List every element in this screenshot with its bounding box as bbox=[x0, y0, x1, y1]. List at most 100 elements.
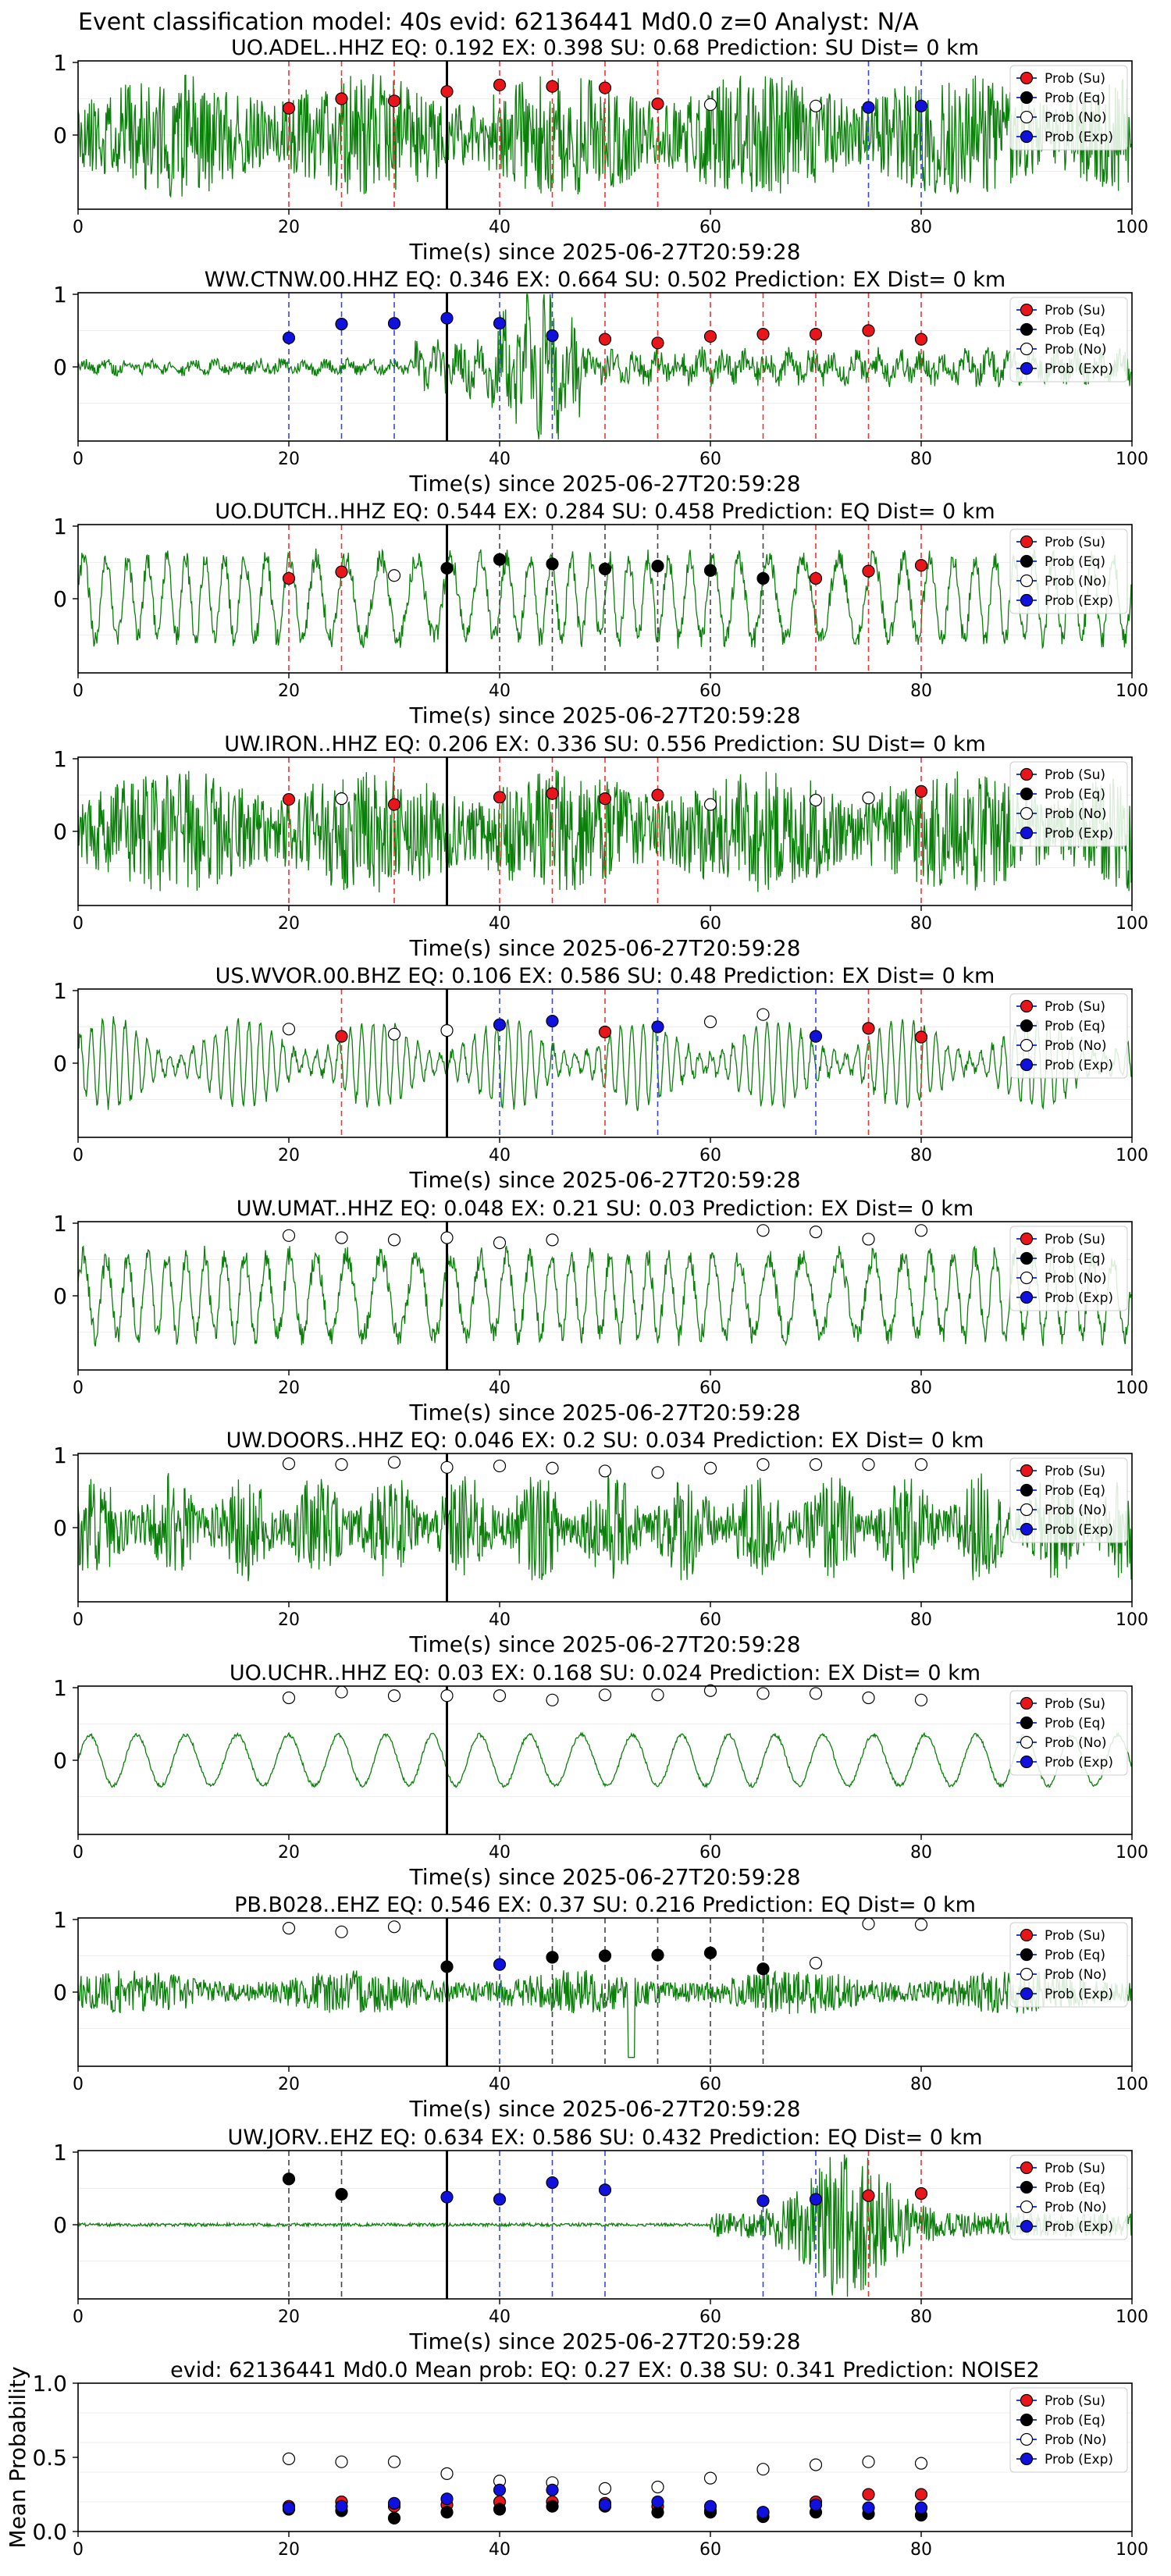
legend-marker-su bbox=[1021, 2395, 1033, 2407]
legend-marker-su bbox=[1021, 304, 1033, 316]
prob-marker-no bbox=[810, 795, 822, 806]
legend-marker-exp bbox=[1021, 2453, 1033, 2465]
legend-marker-eq bbox=[1021, 2414, 1033, 2426]
legend-marker-su bbox=[1021, 1698, 1033, 1710]
legend-label-eq: Prob (Eq) bbox=[1045, 2180, 1105, 2196]
prob-marker-eq bbox=[283, 2173, 295, 2185]
legend-label-su: Prob (Su) bbox=[1045, 2393, 1105, 2409]
legend-marker-exp bbox=[1021, 131, 1033, 143]
y-tick-label: 1 bbox=[53, 978, 67, 1004]
x-tick-label: 40 bbox=[489, 681, 511, 701]
legend-label-su: Prob (Su) bbox=[1045, 1696, 1105, 1712]
legend-label-su: Prob (Su) bbox=[1045, 1232, 1105, 1247]
prob-marker-su bbox=[336, 566, 347, 578]
legend-label-su: Prob (Su) bbox=[1045, 1464, 1105, 1479]
legend-marker-exp bbox=[1021, 363, 1033, 375]
legend-label-no: Prob (No) bbox=[1045, 1503, 1107, 1518]
prob-marker-exp bbox=[863, 101, 874, 113]
mean-marker-no bbox=[283, 2453, 295, 2464]
legend-marker-eq bbox=[1021, 1020, 1033, 1032]
x-tick-label: 100 bbox=[1116, 1146, 1148, 1165]
prob-marker-su bbox=[916, 560, 927, 571]
prob-marker-eq bbox=[652, 1949, 664, 1961]
legend-marker-su bbox=[1021, 73, 1033, 84]
x-tick-label: 40 bbox=[489, 1610, 511, 1630]
mean-marker-su bbox=[916, 2489, 927, 2500]
prob-marker-su bbox=[546, 80, 558, 92]
prob-marker-exp bbox=[757, 2195, 769, 2207]
mean-marker-exp bbox=[705, 2500, 717, 2512]
y-tick-label: 0 bbox=[53, 123, 67, 148]
prob-marker-su bbox=[283, 794, 295, 806]
legend-marker-eq bbox=[1021, 788, 1033, 800]
prob-marker-no bbox=[652, 1467, 664, 1478]
prob-marker-no bbox=[757, 1459, 769, 1471]
x-tick-label: 20 bbox=[278, 914, 300, 934]
y-tick-label: 1 bbox=[53, 1675, 67, 1701]
x-tick-label: 0 bbox=[73, 1843, 84, 1863]
mean-marker-exp bbox=[389, 2497, 400, 2509]
prob-marker-su bbox=[705, 330, 717, 342]
legend-marker-exp bbox=[1021, 1524, 1033, 1535]
x-tick-label: 40 bbox=[489, 2540, 511, 2560]
prob-marker-no bbox=[757, 1225, 769, 1236]
prob-marker-no bbox=[336, 1926, 347, 1937]
panel-title: US.WVOR.00.BHZ EQ: 0.106 EX: 0.586 SU: 0… bbox=[215, 964, 995, 988]
legend-label-no: Prob (No) bbox=[1045, 1967, 1107, 1983]
prob-marker-su bbox=[916, 333, 927, 345]
x-tick-label: 60 bbox=[699, 218, 721, 237]
station-panel-10: UW.JORV..EHZ EQ: 0.634 EX: 0.586 SU: 0.4… bbox=[53, 2126, 1148, 2354]
y-tick-label: 0 bbox=[53, 1051, 67, 1076]
x-axis-label: Time(s) since 2025-06-27T20:59:28 bbox=[408, 239, 800, 265]
legend-label-no: Prob (No) bbox=[1045, 342, 1107, 358]
prob-marker-exp bbox=[652, 1021, 664, 1033]
legend-marker-eq bbox=[1021, 1485, 1033, 1496]
x-tick-label: 100 bbox=[1116, 450, 1148, 469]
y-tick-label: 1 bbox=[53, 1907, 67, 1933]
prob-marker-eq bbox=[336, 2188, 347, 2200]
x-tick-label: 100 bbox=[1116, 218, 1148, 237]
x-tick-label: 0 bbox=[73, 218, 84, 237]
prob-marker-no bbox=[600, 1465, 611, 1477]
prob-marker-exp bbox=[441, 2191, 453, 2203]
prob-marker-exp bbox=[494, 1019, 506, 1030]
prob-marker-su bbox=[600, 793, 611, 805]
legend-marker-no bbox=[1021, 343, 1033, 355]
x-tick-label: 80 bbox=[910, 681, 932, 701]
legend-label-su: Prob (Su) bbox=[1045, 999, 1105, 1015]
mean-marker-eq bbox=[389, 2512, 400, 2524]
legend-label-exp: Prob (Exp) bbox=[1045, 361, 1113, 377]
panel-title: UO.UCHR..HHZ EQ: 0.03 EX: 0.168 SU: 0.02… bbox=[230, 1661, 981, 1685]
mean-marker-eq bbox=[494, 2503, 506, 2515]
prob-marker-eq bbox=[600, 1950, 611, 1962]
station-panel-7: UW.DOORS..HHZ EQ: 0.046 EX: 0.2 SU: 0.03… bbox=[53, 1429, 1148, 1657]
x-tick-label: 40 bbox=[489, 1843, 511, 1863]
y-tick-label: 1 bbox=[53, 1211, 67, 1236]
prob-marker-su bbox=[600, 333, 611, 345]
x-tick-label: 60 bbox=[699, 1843, 721, 1863]
mean-marker-exp bbox=[283, 2502, 295, 2514]
legend-marker-no bbox=[1021, 808, 1033, 820]
x-tick-label: 40 bbox=[489, 1146, 511, 1165]
prob-marker-exp bbox=[600, 2184, 611, 2196]
legend-marker-exp bbox=[1021, 2221, 1033, 2233]
prob-marker-exp bbox=[336, 318, 347, 330]
y-tick-label: 1 bbox=[53, 514, 67, 539]
legend-label-su: Prob (Su) bbox=[1045, 535, 1105, 550]
prob-marker-no bbox=[336, 1459, 347, 1471]
mean-marker-exp bbox=[546, 2484, 558, 2496]
legend-label-exp: Prob (Exp) bbox=[1045, 1987, 1113, 2002]
legend-label-eq: Prob (Eq) bbox=[1045, 1251, 1105, 1267]
prob-marker-no bbox=[705, 1016, 717, 1027]
x-tick-label: 100 bbox=[1116, 1379, 1148, 1398]
legend-label-exp: Prob (Exp) bbox=[1045, 2452, 1113, 2467]
x-tick-label: 80 bbox=[910, 1610, 932, 1630]
panel-title: PB.B028..EHZ EQ: 0.546 EX: 0.37 SU: 0.21… bbox=[234, 1893, 976, 1917]
panel-title: WW.CTNW.00.HHZ EQ: 0.346 EX: 0.664 SU: 0… bbox=[205, 268, 1005, 292]
y-tick-label: 0 bbox=[53, 1283, 67, 1309]
x-tick-label: 100 bbox=[1116, 681, 1148, 701]
x-tick-label: 0 bbox=[73, 1610, 84, 1630]
prob-marker-no bbox=[389, 1690, 400, 1702]
mean-marker-no bbox=[916, 2457, 927, 2469]
